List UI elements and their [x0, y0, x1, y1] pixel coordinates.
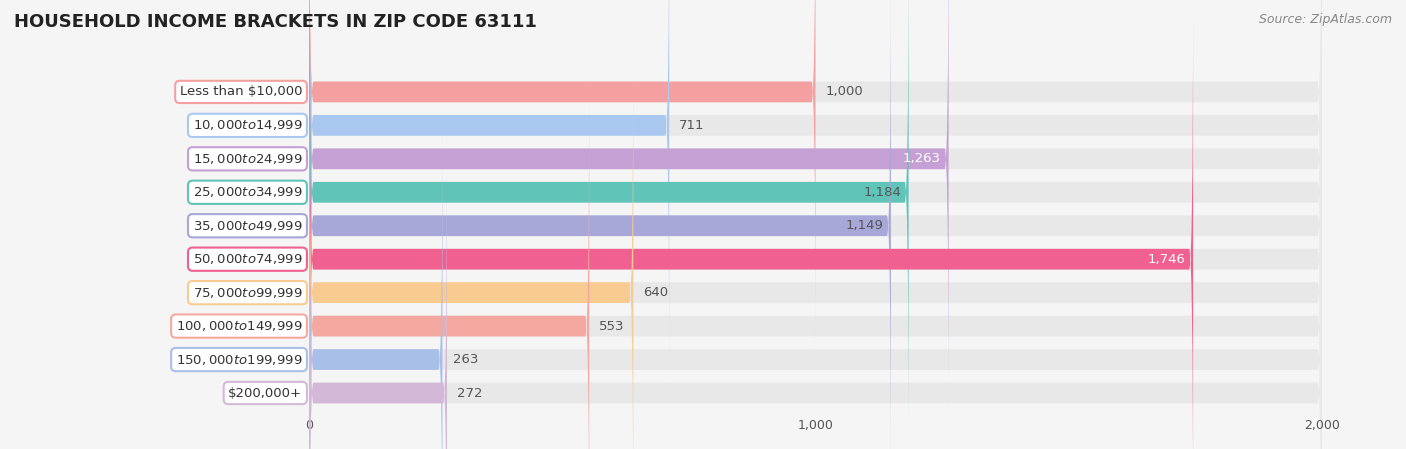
- Text: HOUSEHOLD INCOME BRACKETS IN ZIP CODE 63111: HOUSEHOLD INCOME BRACKETS IN ZIP CODE 63…: [14, 13, 537, 31]
- Text: 1,746: 1,746: [1147, 253, 1185, 266]
- FancyBboxPatch shape: [309, 136, 447, 449]
- Text: 1,184: 1,184: [863, 186, 901, 199]
- FancyBboxPatch shape: [309, 102, 1322, 449]
- Text: 711: 711: [679, 119, 704, 132]
- FancyBboxPatch shape: [309, 69, 589, 449]
- FancyBboxPatch shape: [309, 0, 1322, 383]
- Text: 1,263: 1,263: [903, 152, 941, 165]
- FancyBboxPatch shape: [309, 136, 1322, 449]
- Text: Less than $10,000: Less than $10,000: [180, 85, 302, 98]
- Text: 263: 263: [453, 353, 478, 366]
- FancyBboxPatch shape: [309, 102, 443, 449]
- Text: $25,000 to $34,999: $25,000 to $34,999: [193, 185, 302, 199]
- FancyBboxPatch shape: [309, 69, 1322, 449]
- Text: 1,149: 1,149: [845, 219, 883, 232]
- Text: $150,000 to $199,999: $150,000 to $199,999: [176, 352, 302, 366]
- Text: Source: ZipAtlas.com: Source: ZipAtlas.com: [1258, 13, 1392, 26]
- FancyBboxPatch shape: [309, 0, 891, 449]
- Text: $15,000 to $24,999: $15,000 to $24,999: [193, 152, 302, 166]
- Text: $10,000 to $14,999: $10,000 to $14,999: [193, 119, 302, 132]
- Text: 1,000: 1,000: [825, 85, 863, 98]
- FancyBboxPatch shape: [309, 35, 633, 449]
- FancyBboxPatch shape: [309, 0, 908, 449]
- Text: $100,000 to $149,999: $100,000 to $149,999: [176, 319, 302, 333]
- FancyBboxPatch shape: [309, 0, 1322, 449]
- FancyBboxPatch shape: [309, 2, 1194, 449]
- FancyBboxPatch shape: [309, 0, 949, 416]
- Text: $35,000 to $49,999: $35,000 to $49,999: [193, 219, 302, 233]
- Text: $50,000 to $74,999: $50,000 to $74,999: [193, 252, 302, 266]
- FancyBboxPatch shape: [309, 0, 1322, 349]
- Text: 553: 553: [599, 320, 624, 333]
- FancyBboxPatch shape: [309, 0, 815, 349]
- FancyBboxPatch shape: [309, 35, 1322, 449]
- Text: 272: 272: [457, 387, 482, 400]
- Text: 640: 640: [644, 286, 668, 299]
- FancyBboxPatch shape: [309, 0, 1322, 416]
- Text: $200,000+: $200,000+: [228, 387, 302, 400]
- FancyBboxPatch shape: [309, 0, 669, 383]
- FancyBboxPatch shape: [309, 0, 1322, 449]
- FancyBboxPatch shape: [309, 2, 1322, 449]
- Text: $75,000 to $99,999: $75,000 to $99,999: [193, 286, 302, 299]
